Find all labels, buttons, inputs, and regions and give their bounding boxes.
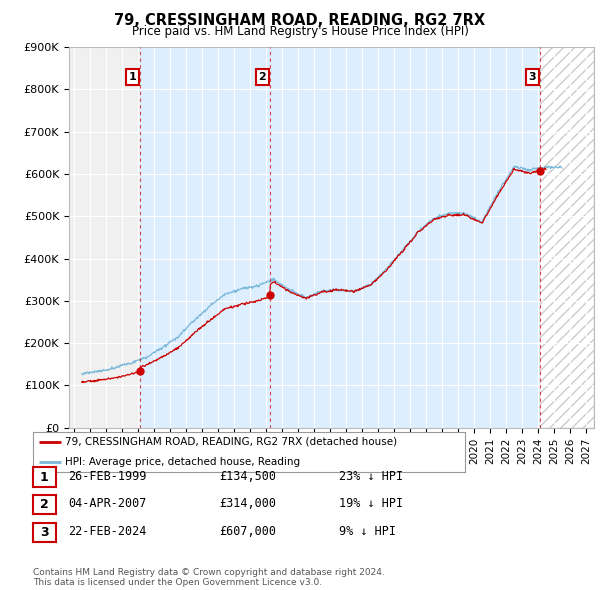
Text: Contains HM Land Registry data © Crown copyright and database right 2024.
This d: Contains HM Land Registry data © Crown c… <box>33 568 385 587</box>
Text: £314,000: £314,000 <box>219 497 276 510</box>
Text: 3: 3 <box>40 526 49 539</box>
Text: 1: 1 <box>40 470 49 484</box>
Text: 26-FEB-1999: 26-FEB-1999 <box>68 470 146 483</box>
Text: £607,000: £607,000 <box>219 525 276 538</box>
Text: 2: 2 <box>40 498 49 512</box>
Text: Price paid vs. HM Land Registry's House Price Index (HPI): Price paid vs. HM Land Registry's House … <box>131 25 469 38</box>
Bar <box>140 47 270 428</box>
Text: HPI: Average price, detached house, Reading: HPI: Average price, detached house, Read… <box>65 457 301 467</box>
Text: 79, CRESSINGHAM ROAD, READING, RG2 7RX: 79, CRESSINGHAM ROAD, READING, RG2 7RX <box>115 13 485 28</box>
Text: 1: 1 <box>128 72 136 82</box>
Text: 2: 2 <box>259 72 266 82</box>
Text: 79, CRESSINGHAM ROAD, READING, RG2 7RX (detached house): 79, CRESSINGHAM ROAD, READING, RG2 7RX (… <box>65 437 398 447</box>
Text: £134,500: £134,500 <box>219 470 276 483</box>
Text: 19% ↓ HPI: 19% ↓ HPI <box>339 497 403 510</box>
Bar <box>270 47 541 428</box>
Text: 04-APR-2007: 04-APR-2007 <box>68 497 146 510</box>
Text: 3: 3 <box>529 72 536 82</box>
Text: 22-FEB-2024: 22-FEB-2024 <box>68 525 146 538</box>
Text: 23% ↓ HPI: 23% ↓ HPI <box>339 470 403 483</box>
Text: 9% ↓ HPI: 9% ↓ HPI <box>339 525 396 538</box>
Bar <box>541 47 594 428</box>
